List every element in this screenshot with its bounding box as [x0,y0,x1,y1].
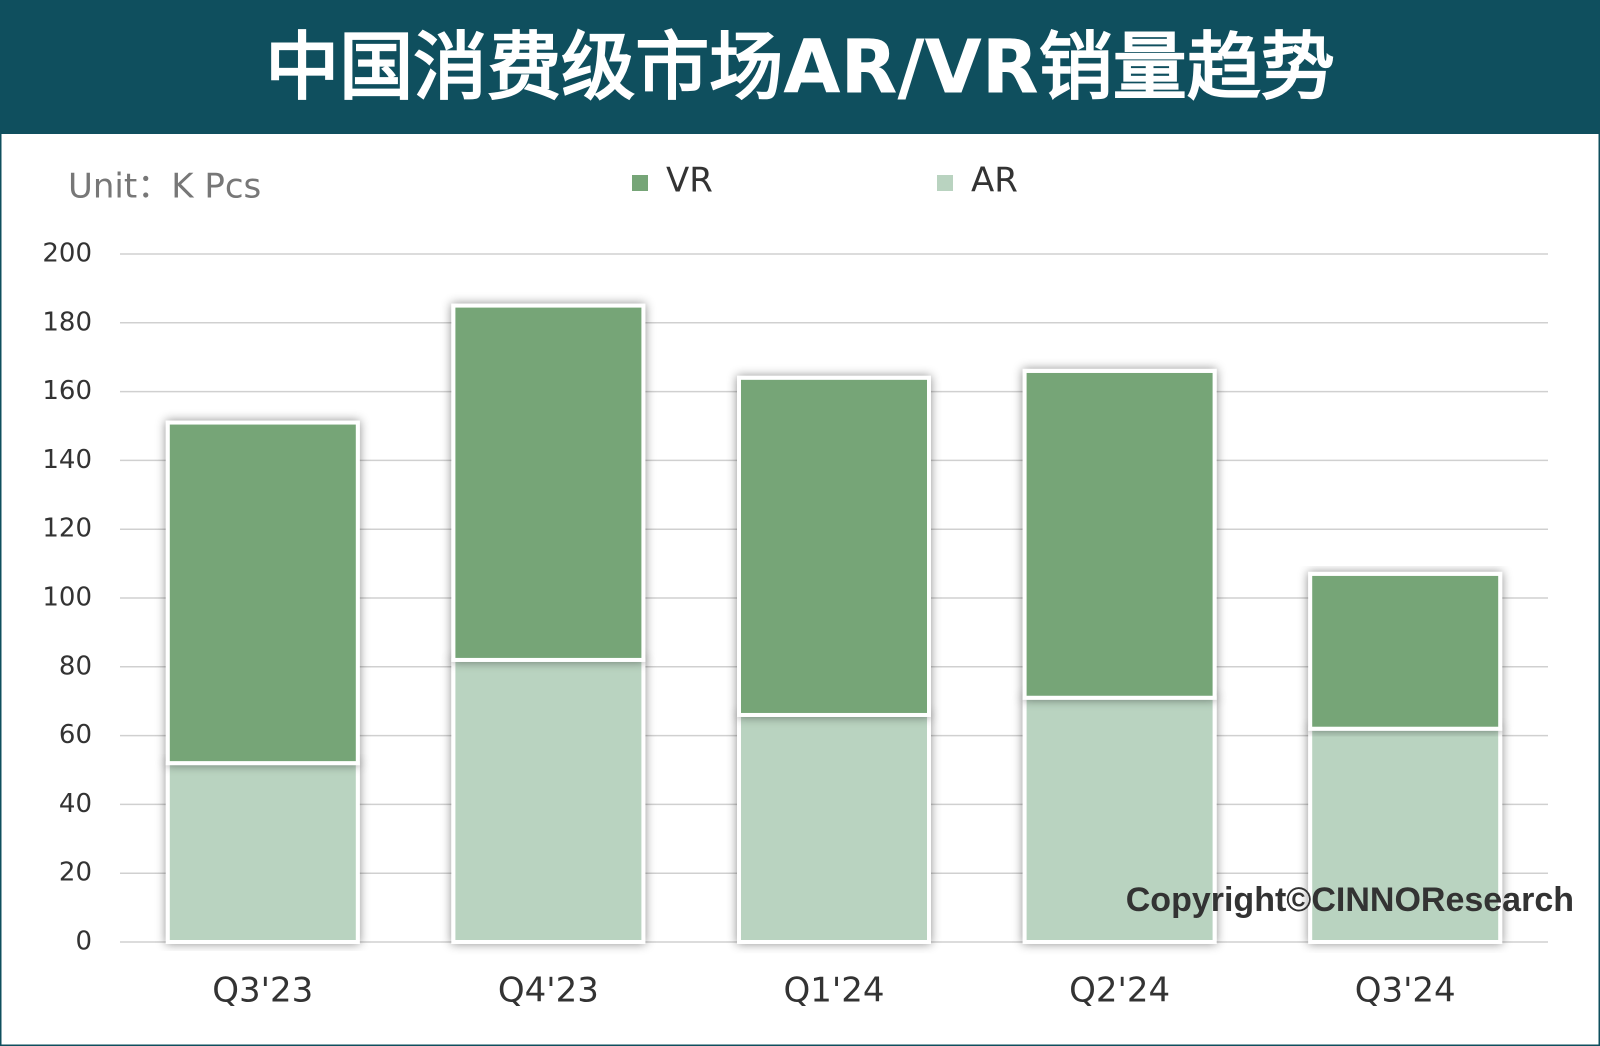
copyright: Copyright©CINNOResearch [1126,881,1574,919]
bar-segment [165,761,360,944]
header-band [0,0,1600,134]
y-tick-label: 120 [42,514,92,544]
y-tick-label: 180 [42,307,92,337]
x-tick-label: Q3'24 [1355,971,1456,1011]
bar-segment [1308,571,1503,731]
y-tick-label: 160 [42,376,92,406]
bar-segment [1022,368,1217,700]
bar-segment [165,420,360,766]
y-tick-label: 0 [75,927,92,957]
unit-label: Unit：K Pcs [68,167,261,207]
x-tick-label: Q1'24 [783,971,884,1011]
bar-segment [451,657,646,944]
legend-label: AR [971,161,1018,201]
legend-swatch [632,175,648,191]
bar-segment [1022,695,1217,945]
plot-area: 0 20 40 60 80 100 120 140 160 180 200 VR AR Q3'23 Q4'2… [42,161,1548,1011]
y-tick-label: 100 [42,583,92,613]
y-tick-label: 140 [42,445,92,475]
x-tick-label: Q2'24 [1069,971,1170,1011]
bar-segment [737,712,931,945]
bar-segment [737,375,931,717]
y-tick-label: 200 [42,239,92,269]
x-tick-label: Q3'23 [212,971,313,1011]
bar-segment [451,303,646,662]
x-tick-label: Q4'23 [498,971,599,1011]
legend-label: VR [666,161,713,201]
bar-segment [1308,726,1503,944]
chart-title: 中国消费级市场AR/VR销量趋势 [265,25,1335,111]
y-tick-label: 60 [59,720,92,750]
legend-swatch [937,175,953,191]
y-tick-label: 40 [59,789,92,819]
y-tick-label: 80 [59,651,92,681]
y-tick-label: 20 [59,858,92,888]
